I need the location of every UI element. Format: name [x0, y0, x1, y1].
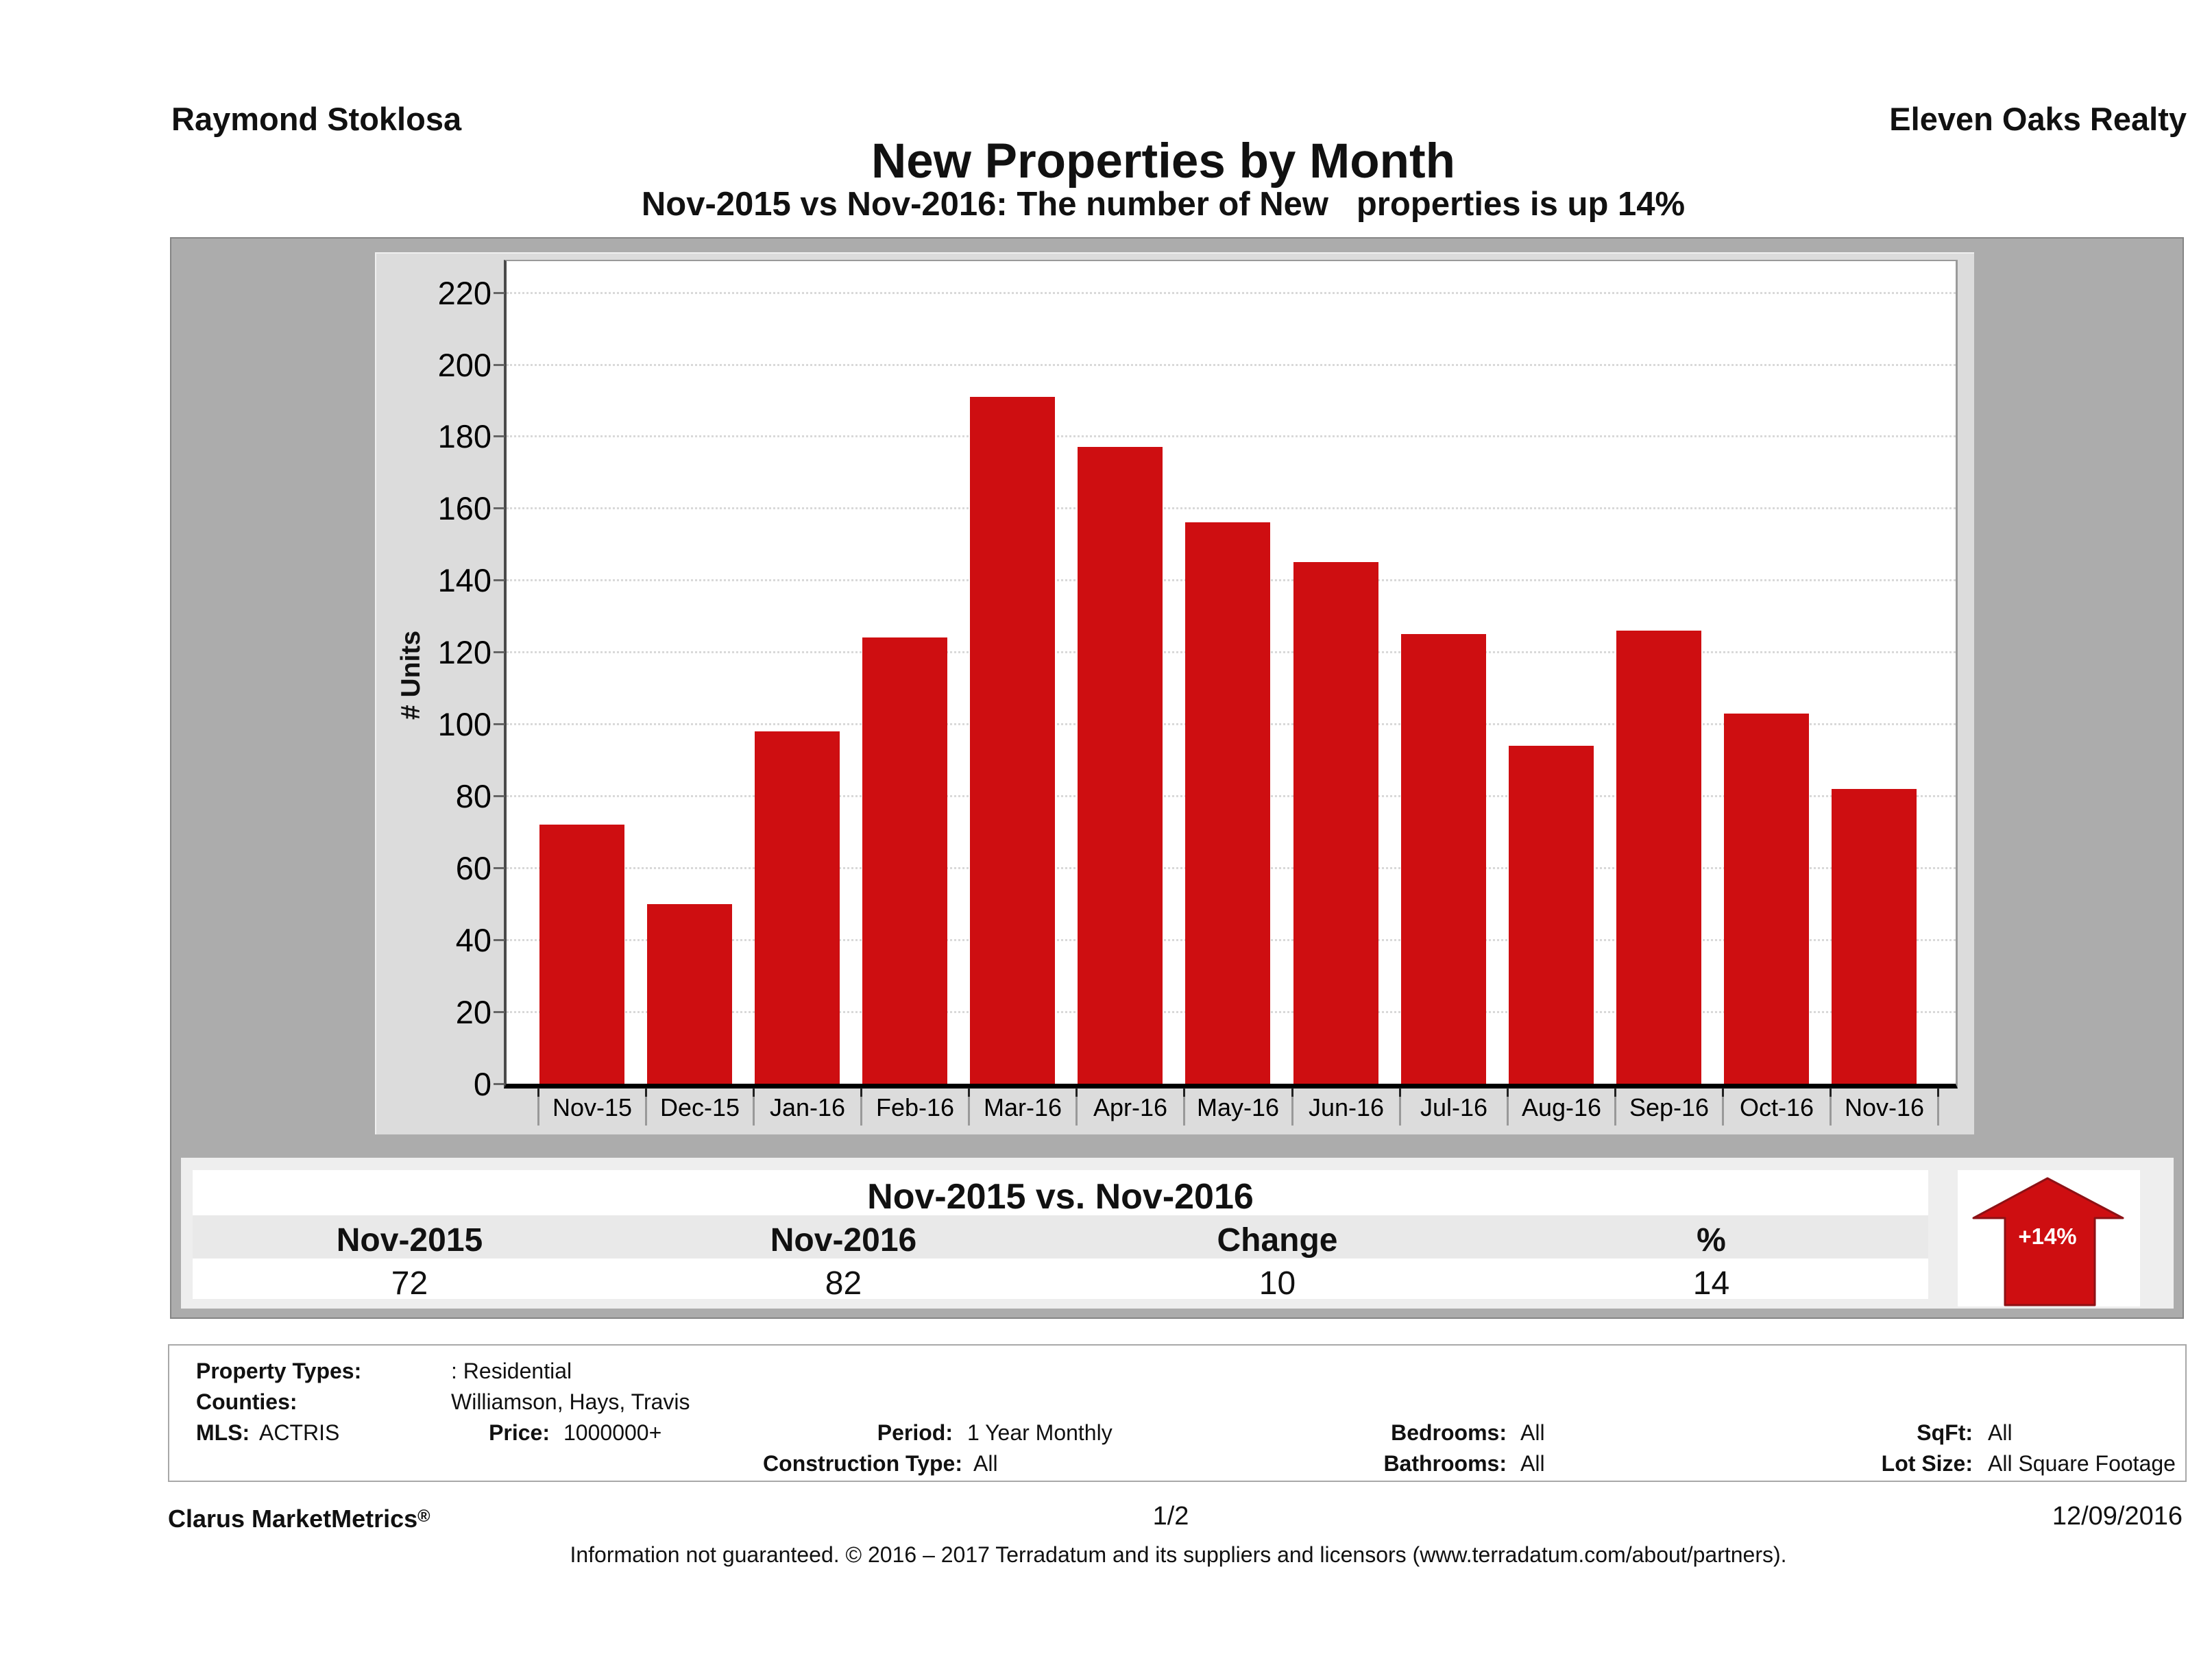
svg-text:+14%: +14% [2018, 1224, 2076, 1249]
